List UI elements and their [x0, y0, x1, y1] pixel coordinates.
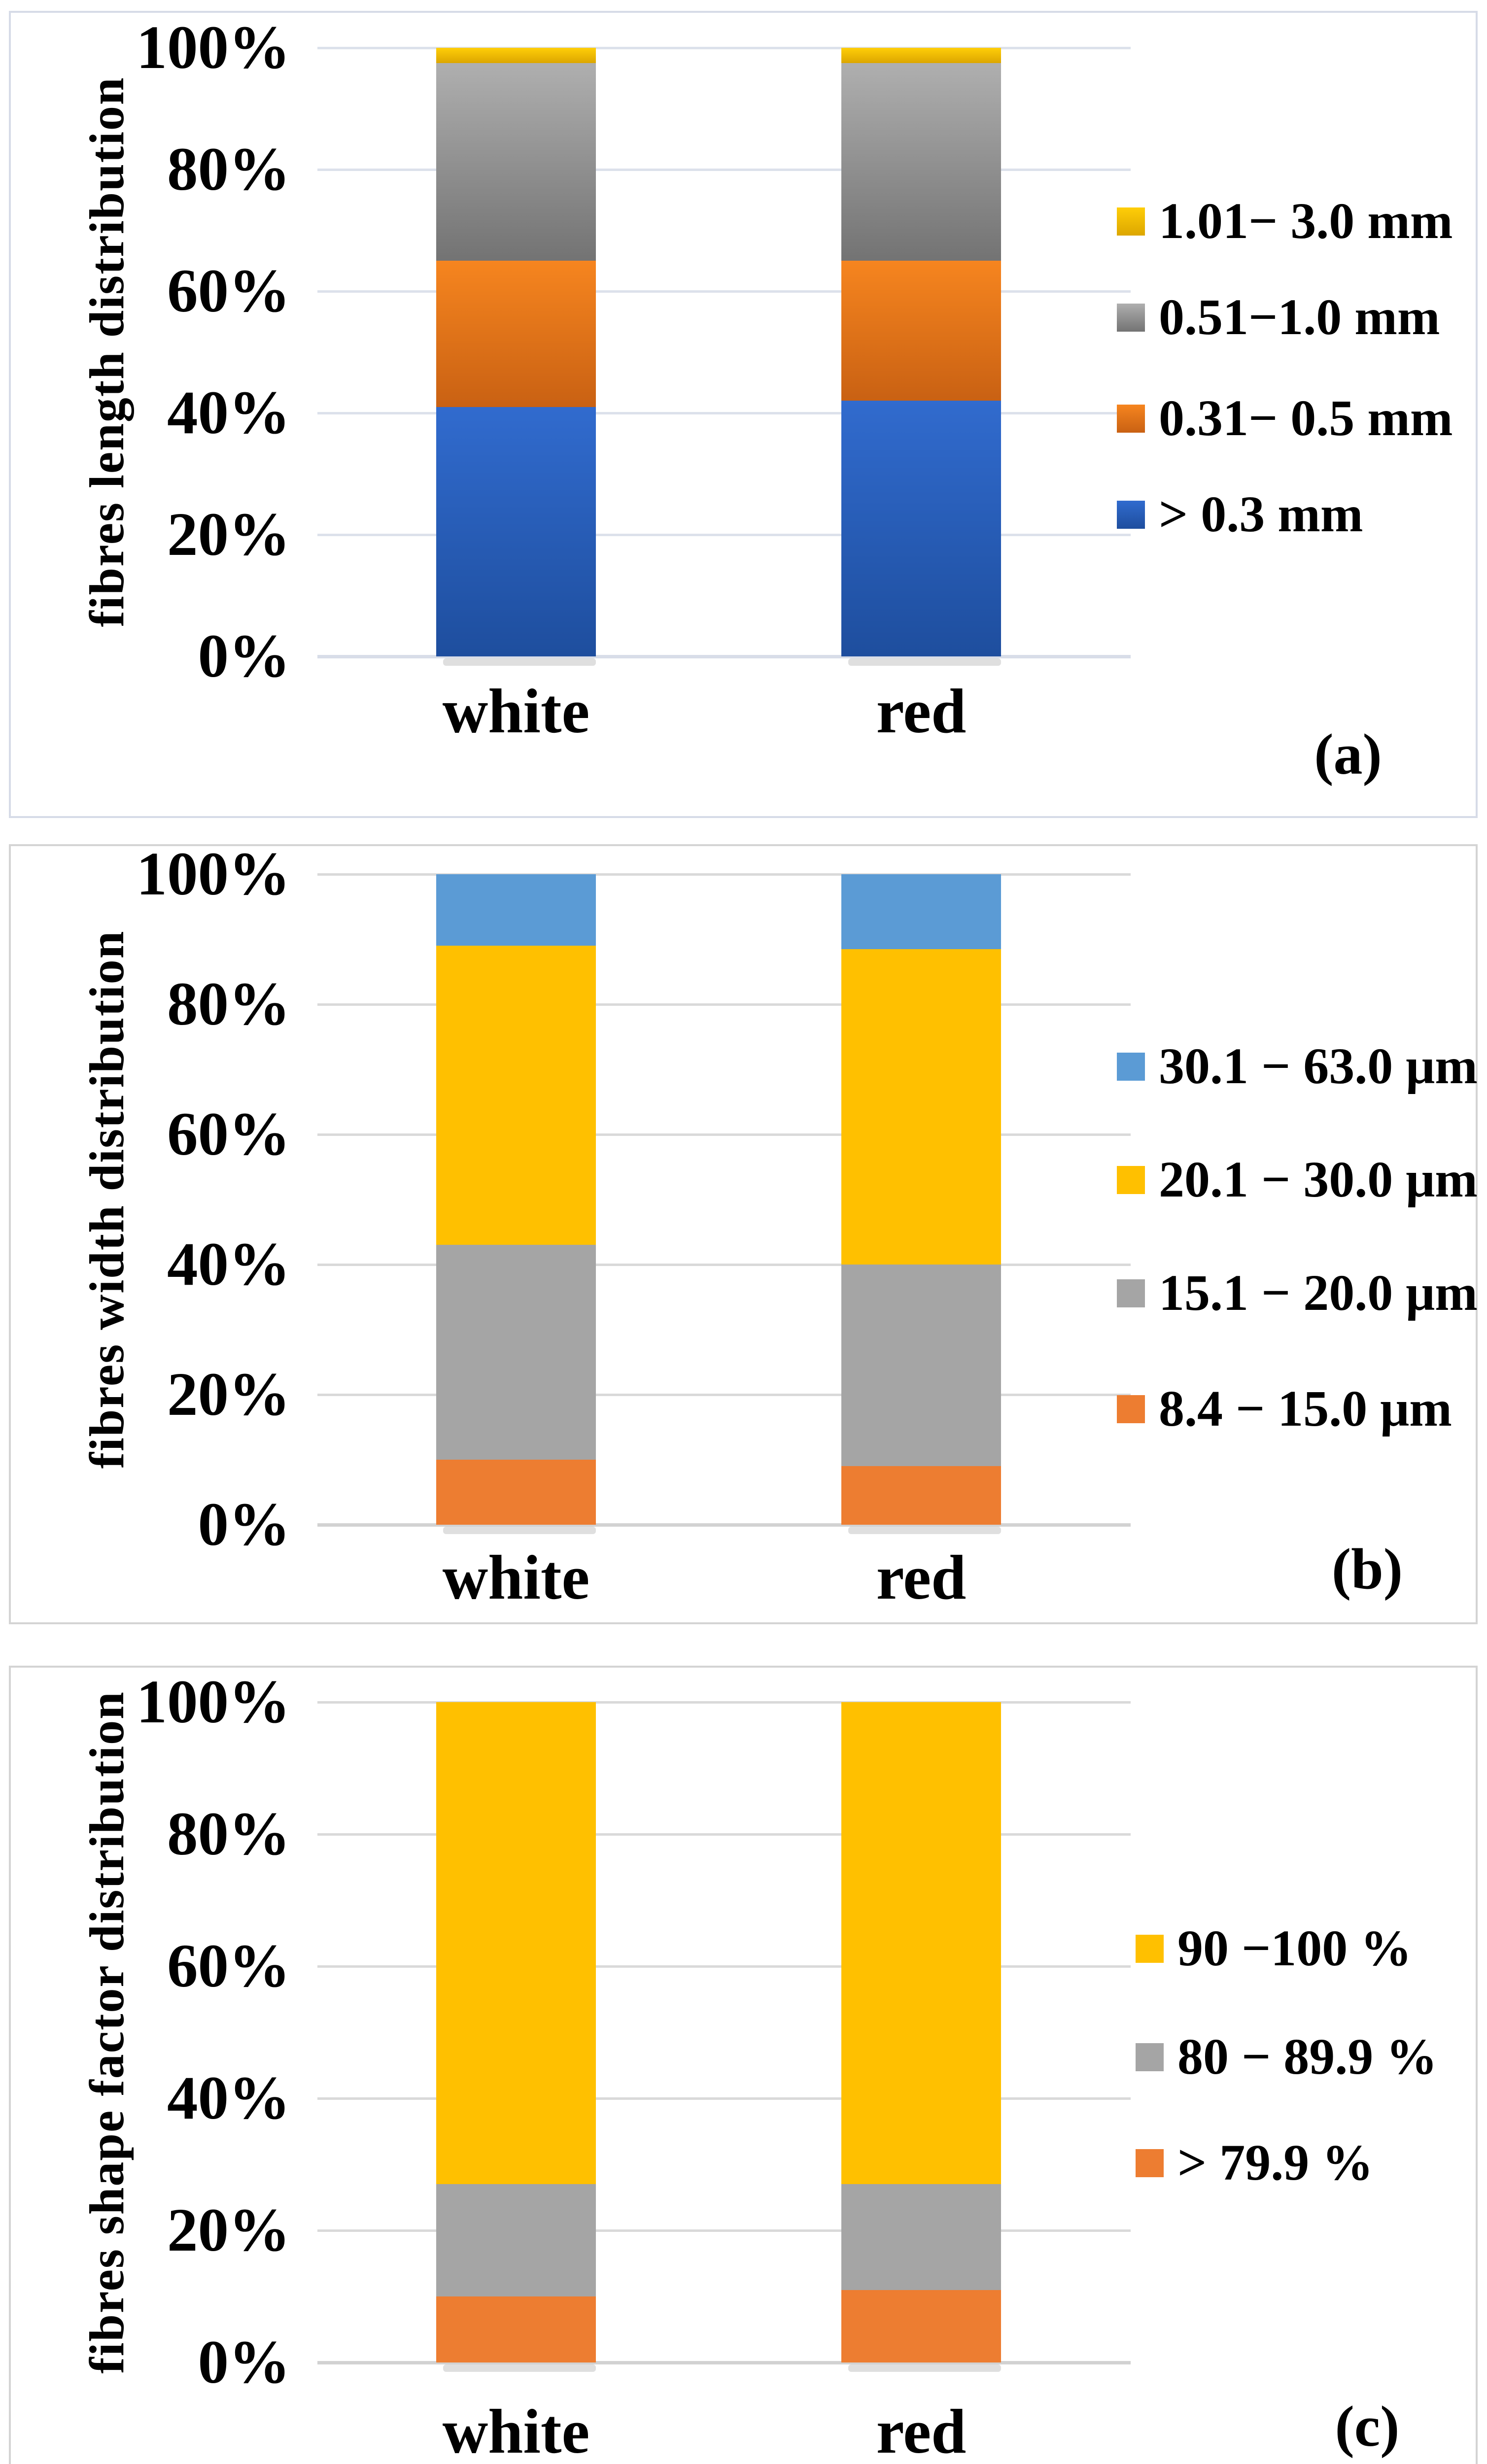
x-axis-line — [317, 655, 1131, 658]
bar-segment — [436, 2296, 596, 2362]
bar-shadow — [848, 1527, 1001, 1534]
bar-segment — [841, 2290, 1001, 2362]
legend-label: > 79.9 % — [1177, 2134, 1374, 2191]
legend-item: 8.4 − 15.0 μm — [1117, 1383, 1452, 1435]
bar-shadow — [848, 2364, 1001, 2372]
gridline — [317, 1833, 1131, 1836]
chart-panel-b: 0% 20% 40% 60% 80% 100% white red 30.1 − 63.0 μm… — [9, 844, 1478, 1624]
gridline — [317, 1965, 1131, 1968]
chart-panel-c: 0% 20% 40% 60% 80% 100% white red 90 −100 % 80 − … — [9, 1666, 1478, 2464]
bar-segment — [436, 1245, 596, 1460]
category-label: red — [876, 1542, 967, 1612]
legend-swatch-icon — [1117, 404, 1145, 433]
legend-swatch-icon — [1136, 1934, 1164, 1963]
bar-segment — [436, 1702, 596, 2185]
bar-segment — [841, 1702, 1001, 2185]
bar-shadow — [443, 1527, 596, 1534]
panel-letter-label: (a) — [1314, 722, 1382, 787]
gridline — [317, 1394, 1131, 1396]
bar-segment — [436, 1460, 596, 1525]
y-axis-title: fibres width distribution — [79, 930, 134, 1469]
legend-label: 1.01− 3.0 mm — [1159, 193, 1453, 249]
bar-segment — [436, 261, 596, 407]
bar-segment — [841, 261, 1001, 401]
bar-segment — [841, 949, 1001, 1265]
legend-item: > 0.3 mm — [1117, 489, 1363, 540]
legend-swatch-icon — [1117, 1165, 1145, 1194]
bar-shadow — [443, 658, 596, 666]
bar-shadow — [443, 2364, 596, 2372]
legend-label: > 0.3 mm — [1159, 486, 1363, 543]
bar-segment — [841, 874, 1001, 949]
legend-label: 15.1 − 20.0 μm — [1159, 1265, 1478, 1321]
panel-letter-label: (c) — [1335, 2394, 1400, 2459]
y-axis-title: fibres shape factor distribution — [79, 1691, 134, 2374]
gridline — [317, 1133, 1131, 1136]
chart-panel-a: 0% 20% 40% 60% 80% 100% white red 1.01− 3.0 mm 0.… — [9, 11, 1478, 818]
panel-letter-label: (b) — [1331, 1537, 1403, 1601]
legend-swatch-icon — [1117, 1052, 1145, 1081]
legend-swatch-icon — [1117, 303, 1145, 332]
legend-item: 0.51−1.0 mm — [1117, 292, 1440, 343]
legend-item: 0.31− 0.5 mm — [1117, 393, 1453, 444]
legend-swatch-icon — [1136, 2149, 1164, 2177]
bar-segment — [436, 2184, 596, 2296]
bar-segment — [841, 48, 1001, 63]
gridline — [317, 1003, 1131, 1006]
legend-swatch-icon — [1136, 2043, 1164, 2071]
legend-swatch-icon — [1117, 1279, 1145, 1307]
category-label: red — [876, 2396, 967, 2464]
gridline — [317, 1701, 1131, 1704]
category-label: red — [876, 676, 967, 746]
gridline — [317, 412, 1131, 414]
y-axis-title: fibres length distribution — [79, 76, 134, 627]
gridline — [317, 2097, 1131, 2100]
gridline — [317, 534, 1131, 536]
bar-segment — [841, 2184, 1001, 2290]
legend-item: 30.1 − 63.0 μm — [1117, 1041, 1478, 1092]
bar-segment — [841, 63, 1001, 261]
legend-item: 1.01− 3.0 mm — [1117, 196, 1453, 247]
legend-swatch-icon — [1117, 207, 1145, 236]
x-axis-line — [317, 1523, 1131, 1527]
legend-item: 90 −100 % — [1136, 1923, 1412, 1974]
bar-segment — [436, 874, 596, 946]
bar-shadow — [848, 658, 1001, 666]
gridline — [317, 47, 1131, 49]
legend-label: 30.1 − 63.0 μm — [1159, 1038, 1478, 1095]
legend-label: 90 −100 % — [1177, 1920, 1412, 1977]
bar-segment — [436, 48, 596, 63]
legend-item: 20.1 − 30.0 μm — [1117, 1154, 1478, 1205]
legend-item: > 79.9 % — [1136, 2137, 1373, 2189]
legend-swatch-icon — [1117, 500, 1145, 529]
category-label: white — [442, 1542, 590, 1612]
gridline — [317, 873, 1131, 876]
bar-segment — [841, 401, 1001, 656]
gridline — [317, 290, 1131, 293]
gridline — [317, 169, 1131, 171]
bar-segment — [841, 1466, 1001, 1525]
legend-label: 0.31− 0.5 mm — [1159, 390, 1453, 446]
gridline — [317, 1264, 1131, 1266]
gridline — [317, 2229, 1131, 2232]
legend-label: 0.51−1.0 mm — [1159, 289, 1440, 345]
legend-item: 80 − 89.9 % — [1136, 2031, 1437, 2083]
bar-segment — [436, 946, 596, 1245]
legend-item: 15.1 − 20.0 μm — [1117, 1267, 1478, 1319]
legend-label: 20.1 − 30.0 μm — [1159, 1151, 1478, 1208]
legend-swatch-icon — [1117, 1395, 1145, 1423]
bar-segment — [436, 63, 596, 261]
category-label: white — [442, 676, 590, 746]
x-axis-line — [317, 2361, 1131, 2364]
legend-label: 8.4 − 15.0 μm — [1159, 1380, 1452, 1437]
legend-label: 80 − 89.9 % — [1177, 2028, 1438, 2085]
bar-segment — [436, 407, 596, 656]
category-label: white — [442, 2396, 590, 2464]
bar-segment — [841, 1265, 1001, 1467]
